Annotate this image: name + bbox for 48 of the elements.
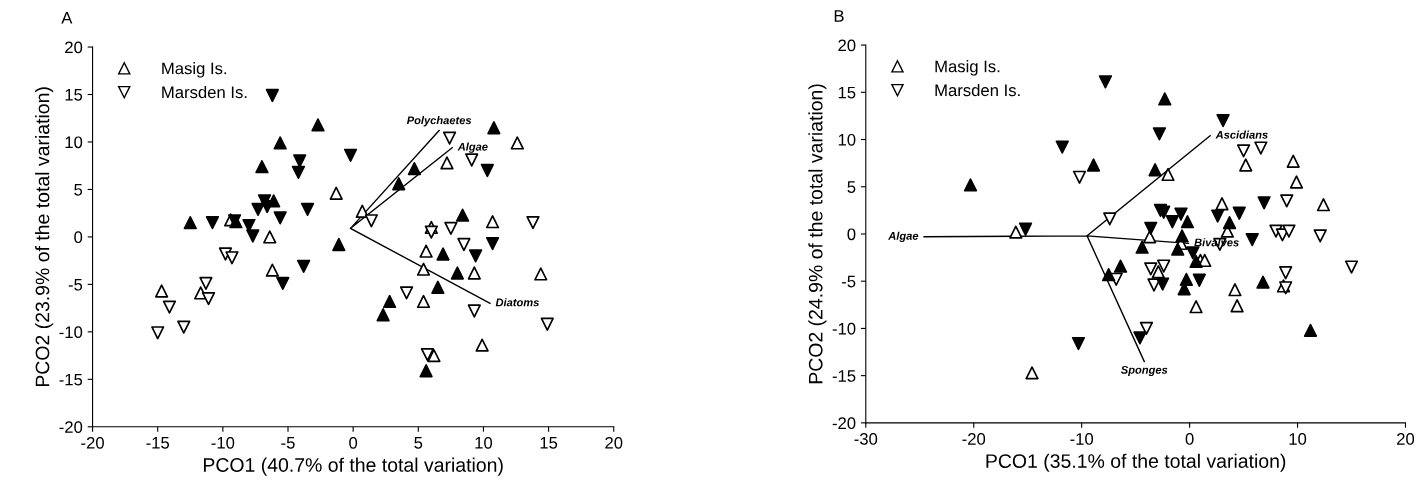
x-tick-label: 10 xyxy=(1289,433,1307,445)
y-tick-label: -10 xyxy=(59,326,83,339)
x-tick-label: -30 xyxy=(854,433,878,445)
y-tick-label: 10 xyxy=(65,136,83,149)
y-tick-label: -20 xyxy=(832,417,856,430)
x-tick-label: 15 xyxy=(540,437,558,449)
legend-label: Marsden Is. xyxy=(162,85,247,99)
annotation: Sponges xyxy=(1120,365,1168,376)
x-tick-label: -10 xyxy=(1070,433,1094,445)
x-tick-label: -20 xyxy=(962,433,986,445)
x-tick-label: -10 xyxy=(211,436,235,449)
y-tick-label: 0 xyxy=(74,231,83,244)
annotation: Ascidians xyxy=(1215,130,1268,139)
x-axis-title: PCO1 (35.1% of the total variation) xyxy=(986,453,1286,472)
annotation: Diatoms xyxy=(495,298,539,307)
annotation: Polychaetes xyxy=(406,116,472,127)
x-tick-label: 10 xyxy=(475,436,493,449)
chart-title: B xyxy=(834,10,844,22)
legend-label: Masig Is. xyxy=(162,62,227,78)
x-tick-label: -15 xyxy=(146,437,170,449)
x-tick-label: 20 xyxy=(605,436,623,449)
annotation: Algae xyxy=(888,231,919,242)
x-tick-label: 0 xyxy=(349,436,358,449)
y-tick-label: 5 xyxy=(74,184,83,196)
y-tick-label: -20 xyxy=(59,421,83,433)
x-tick-label: 0 xyxy=(1185,433,1194,445)
y-tick-label: 15 xyxy=(65,89,83,101)
y-tick-label: -15 xyxy=(832,370,856,382)
y-tick-label: 5 xyxy=(847,181,856,193)
y-tick-label: 20 xyxy=(838,39,856,52)
chart-title: A xyxy=(61,12,73,24)
y-tick-label: -15 xyxy=(59,373,83,386)
y-tick-label: -5 xyxy=(68,278,83,291)
x-tick-label: -5 xyxy=(281,437,295,449)
x-tick-label: 20 xyxy=(1397,433,1415,445)
y-axis-title: PCO2 (23.9% of the total variation) xyxy=(35,87,54,387)
y-tick-label: 0 xyxy=(847,228,856,241)
y-tick-label: -10 xyxy=(832,322,856,335)
x-tick-label: 5 xyxy=(414,437,423,449)
y-axis-title: PCO2 (24.9% of the total variation) xyxy=(808,84,827,384)
annotation: Algae xyxy=(457,142,488,153)
y-tick-label: 10 xyxy=(838,133,856,146)
legend-label: Marsden Is. xyxy=(935,83,1020,97)
x-axis-title: PCO1 (40.7% of the total variation) xyxy=(203,457,503,476)
y-tick-label: -5 xyxy=(841,275,856,288)
legend-label: Masig Is. xyxy=(935,60,1000,76)
y-tick-label: 15 xyxy=(838,86,856,99)
y-tick-label: 20 xyxy=(65,41,83,54)
